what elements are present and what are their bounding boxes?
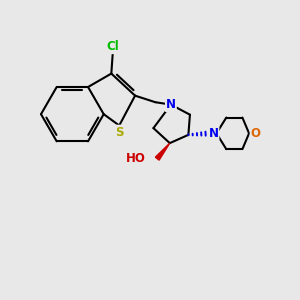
Text: N: N (208, 127, 218, 140)
Text: HO: HO (126, 152, 146, 165)
Text: O: O (250, 127, 261, 140)
Text: N: N (166, 98, 176, 111)
Text: S: S (116, 126, 124, 139)
Polygon shape (155, 143, 170, 160)
Text: Cl: Cl (106, 40, 119, 53)
